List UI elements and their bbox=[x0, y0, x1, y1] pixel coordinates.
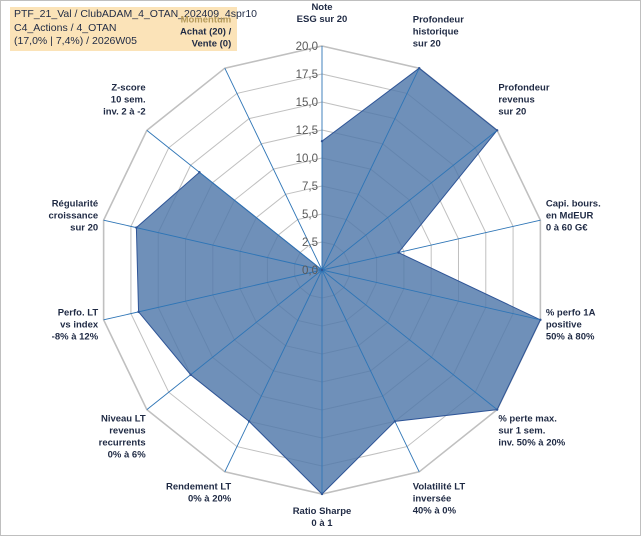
tick-label: 0,0 bbox=[302, 265, 318, 277]
tick-label: 15,0 bbox=[296, 97, 318, 109]
axis-label-line: 50% à 80% bbox=[546, 332, 595, 343]
data-point bbox=[198, 171, 201, 174]
axis-label-line: Régularité bbox=[52, 198, 98, 209]
axis-label-line: -8% à 12% bbox=[52, 332, 99, 343]
tick-label: 2,5 bbox=[302, 237, 318, 249]
axis-label-line: en MdEUR bbox=[546, 210, 594, 221]
axis-label-line: Capi. bours. bbox=[546, 198, 601, 209]
axis-label-line: positive bbox=[546, 320, 582, 331]
axis-spoke bbox=[224, 269, 323, 473]
axis-label-line: 0 à 60 G€ bbox=[546, 222, 588, 233]
axis-label-line: 0 à 1 bbox=[311, 518, 333, 529]
portfolio-stats: (17,0% | 7,4%) / 2026W05 bbox=[14, 35, 137, 47]
axis-label-line: Niveau LT bbox=[101, 413, 146, 424]
axis-label-line: sur 20 bbox=[498, 107, 526, 118]
data-point bbox=[320, 268, 324, 272]
axis-label-line: Momentum bbox=[181, 14, 232, 25]
portfolio-category: C4_Actions / 4_OTAN bbox=[14, 21, 117, 34]
axis-label-line: sur 20 bbox=[70, 222, 98, 233]
axis-spoke bbox=[321, 219, 541, 271]
data-point bbox=[495, 129, 499, 132]
axis-spoke bbox=[321, 269, 420, 473]
tick-label: 17,5 bbox=[296, 69, 318, 81]
axis-label-line: Note bbox=[311, 2, 332, 13]
data-point bbox=[247, 420, 251, 423]
axis-label-line: % perfo 1A bbox=[546, 308, 596, 319]
tick-label: 7,5 bbox=[302, 181, 318, 193]
axis-label-line: ESG sur 20 bbox=[297, 14, 348, 25]
tick-label: 12,5 bbox=[296, 125, 318, 137]
axis-spoke bbox=[146, 129, 323, 271]
axis-label-line: 40% à 0% bbox=[413, 506, 457, 517]
data-point bbox=[137, 310, 140, 314]
tick-label: 10,0 bbox=[296, 153, 318, 165]
axis-label-line: 10 sem. bbox=[111, 95, 146, 106]
axis-label-line: croissance bbox=[49, 210, 99, 221]
axis-label-line: recurrents bbox=[99, 437, 146, 448]
axis-label-line: Achat (20) / bbox=[180, 26, 232, 37]
axis-label-line: inv. 50% à 20% bbox=[498, 437, 565, 448]
axis-label-line: Perfo. LT bbox=[58, 308, 99, 319]
data-point bbox=[397, 251, 400, 254]
axis-label-line: Volatilité LT bbox=[413, 482, 466, 493]
axis-label-line: Profondeur bbox=[498, 83, 549, 94]
data-point bbox=[320, 140, 324, 143]
axis-spoke bbox=[321, 269, 541, 321]
data-point bbox=[135, 226, 138, 229]
axis-label-line: sur 1 sem. bbox=[498, 425, 545, 436]
data-point bbox=[417, 66, 421, 70]
data-point bbox=[539, 318, 542, 322]
axis-label-line: Rendement LT bbox=[166, 482, 231, 493]
axis-label-line: Z-score bbox=[111, 83, 145, 94]
axis-label-line: sur 20 bbox=[413, 38, 441, 49]
axis-spoke bbox=[224, 67, 323, 271]
tick-label: 5,0 bbox=[302, 209, 318, 221]
data-point bbox=[393, 420, 397, 423]
axis-spoke bbox=[321, 269, 498, 411]
axis-label-line: 0% à 20% bbox=[188, 494, 232, 505]
axis-label-line: Ratio Sharpe bbox=[293, 506, 352, 517]
axis-spoke bbox=[321, 67, 420, 271]
data-point bbox=[189, 373, 192, 376]
data-point bbox=[320, 492, 324, 496]
data-point bbox=[495, 408, 499, 411]
axis-spoke bbox=[103, 269, 323, 321]
axis-label-line: Profondeur bbox=[413, 14, 464, 25]
axis-label-line: vs index bbox=[60, 320, 99, 331]
axis-label-line: inversée bbox=[413, 494, 452, 505]
axis-label: % perte max.sur 1 sem.inv. 50% à 20% bbox=[498, 413, 565, 448]
axis-label-line: historique bbox=[413, 26, 459, 37]
axis-label-line: Vente (0) bbox=[192, 38, 232, 49]
axis-label-line: revenus bbox=[498, 95, 534, 106]
axis-label-line: 0% à 6% bbox=[108, 449, 147, 460]
portfolio-info-box: PTF_21_Val / ClubADAM_4_OTAN_202409_4spr… bbox=[10, 7, 257, 51]
axis-label-line: revenus bbox=[109, 425, 145, 436]
axis-label: Rendement LT0% à 20% bbox=[166, 482, 232, 505]
portfolio-name: PTF_21_Val / ClubADAM_4_OTAN_202409_4spr… bbox=[14, 8, 257, 20]
axis-spoke bbox=[146, 269, 323, 411]
axis-label-line: % perte max. bbox=[498, 413, 557, 424]
axis-spoke bbox=[103, 219, 323, 271]
data-series-area bbox=[135, 67, 542, 495]
axis-spoke bbox=[321, 129, 498, 271]
axis-label-line: inv. 2 à -2 bbox=[103, 107, 146, 118]
tick-label: 20,0 bbox=[296, 41, 318, 53]
